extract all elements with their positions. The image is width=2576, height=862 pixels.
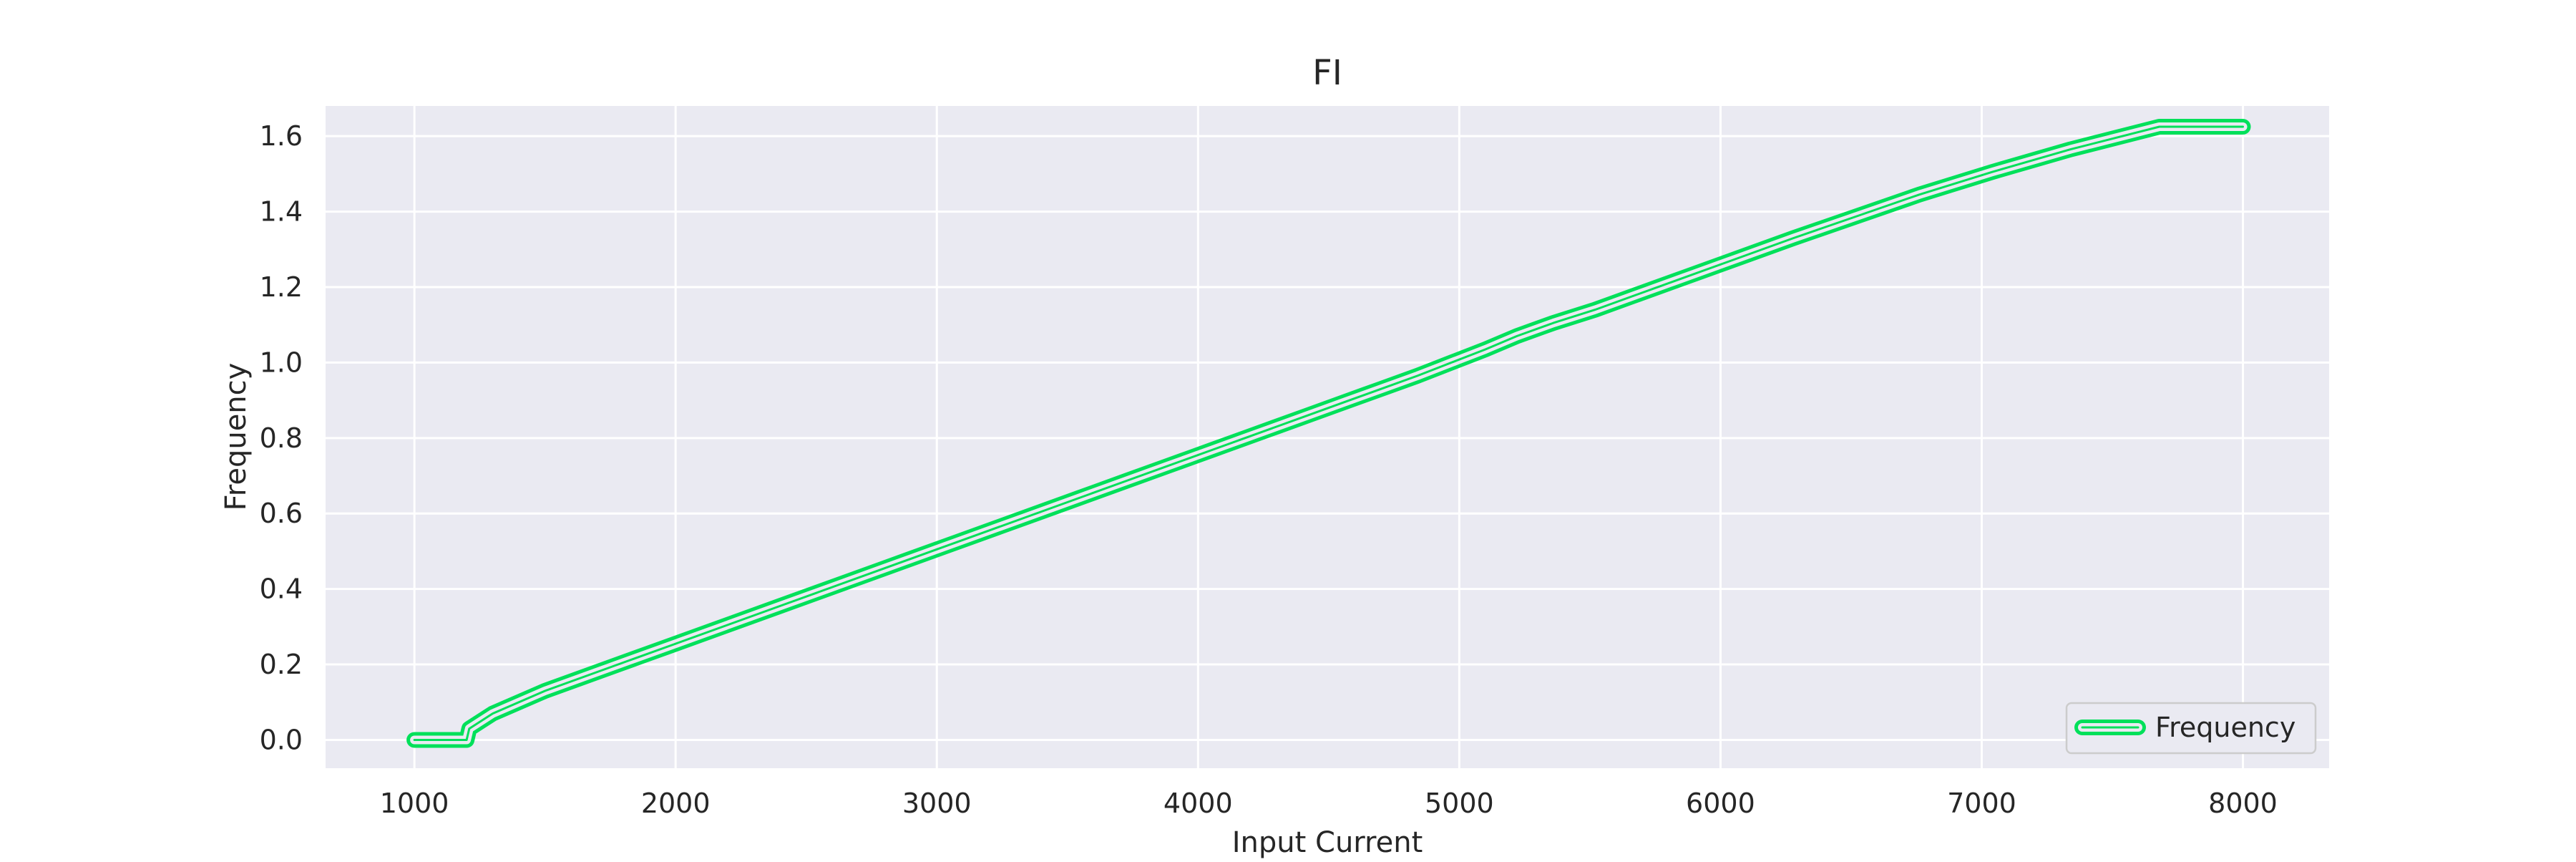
y-tick-label: 1.2 xyxy=(260,271,303,303)
y-tick-label: 0.4 xyxy=(260,573,303,605)
x-tick-label: 3000 xyxy=(902,788,972,819)
y-tick-label: 0.8 xyxy=(260,422,303,454)
y-gridlines xyxy=(326,135,2329,741)
y-tick-label: 0.6 xyxy=(260,498,303,529)
legend-box xyxy=(2065,702,2317,755)
series-line-frequency xyxy=(413,125,2244,741)
x-tick-label: 1000 xyxy=(380,788,449,819)
x-tick-label: 7000 xyxy=(1947,788,2016,819)
x-tick-label: 4000 xyxy=(1163,788,1233,819)
y-tick-label: 1.0 xyxy=(260,347,303,378)
series-layer xyxy=(406,119,2251,748)
y-tick-label: 1.4 xyxy=(260,196,303,228)
legend-label: Frequency xyxy=(2155,712,2296,743)
x-tick-label: 6000 xyxy=(1686,788,1755,819)
y-tick-label: 0.0 xyxy=(260,724,303,755)
chart-title: FI xyxy=(1312,53,1342,93)
x-tick-label: 2000 xyxy=(641,788,711,819)
legend: Frequency xyxy=(2065,702,2317,755)
x-tick-label: 5000 xyxy=(1425,788,1494,819)
y-tick-label: 0.2 xyxy=(260,649,303,680)
y-tick-labels: 0.0 0.2 0.4 0.6 0.8 1.0 1.2 1.4 1.6 xyxy=(260,120,303,755)
x-axis-label: Input Current xyxy=(1232,826,1423,859)
y-tick-label: 1.6 xyxy=(260,120,303,152)
x-tick-label: 8000 xyxy=(2208,788,2278,819)
y-axis-label: Frequency xyxy=(220,363,253,511)
x-tick-labels: 1000 2000 3000 4000 5000 6000 7000 8000 xyxy=(380,788,2278,819)
